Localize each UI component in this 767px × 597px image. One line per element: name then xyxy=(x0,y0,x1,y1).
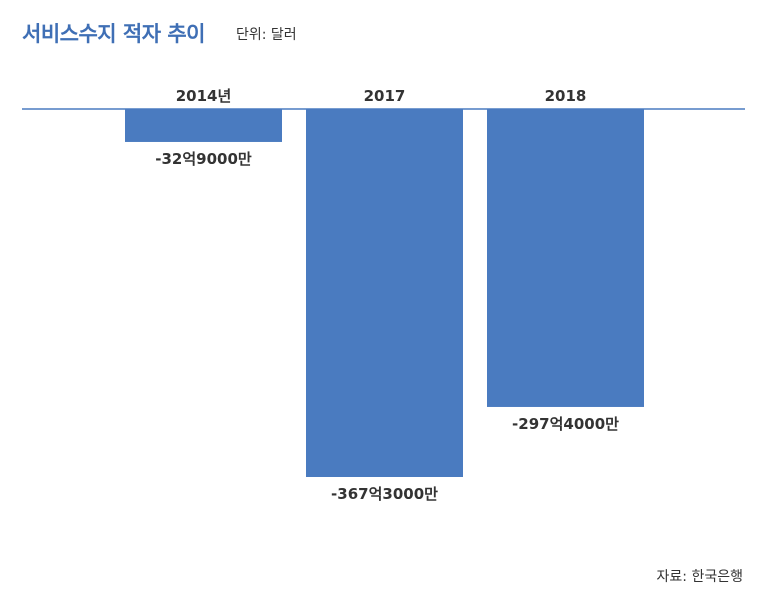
bars-group xyxy=(125,109,644,477)
category-label-2: 2018 xyxy=(545,87,587,105)
category-label-1: 2017 xyxy=(364,87,406,105)
value-label-0: -32억9000만 xyxy=(155,150,252,168)
chart-title: 서비스수지 적자 추이 xyxy=(22,22,206,46)
unit-label: 단위: 달러 xyxy=(236,27,297,43)
source-note: 자료: 한국은행 xyxy=(656,569,743,585)
bar-1 xyxy=(306,109,463,477)
value-label-2: -297억4000만 xyxy=(512,415,619,433)
category-labels: 2014년 2017 2018 xyxy=(176,87,587,105)
bar-0 xyxy=(125,109,282,142)
category-label-0: 2014년 xyxy=(176,87,232,105)
value-labels: -32억9000만 -367억3000만 -297억4000만 xyxy=(155,150,619,503)
bar-2 xyxy=(487,109,644,407)
value-label-1: -367억3000만 xyxy=(331,485,438,503)
